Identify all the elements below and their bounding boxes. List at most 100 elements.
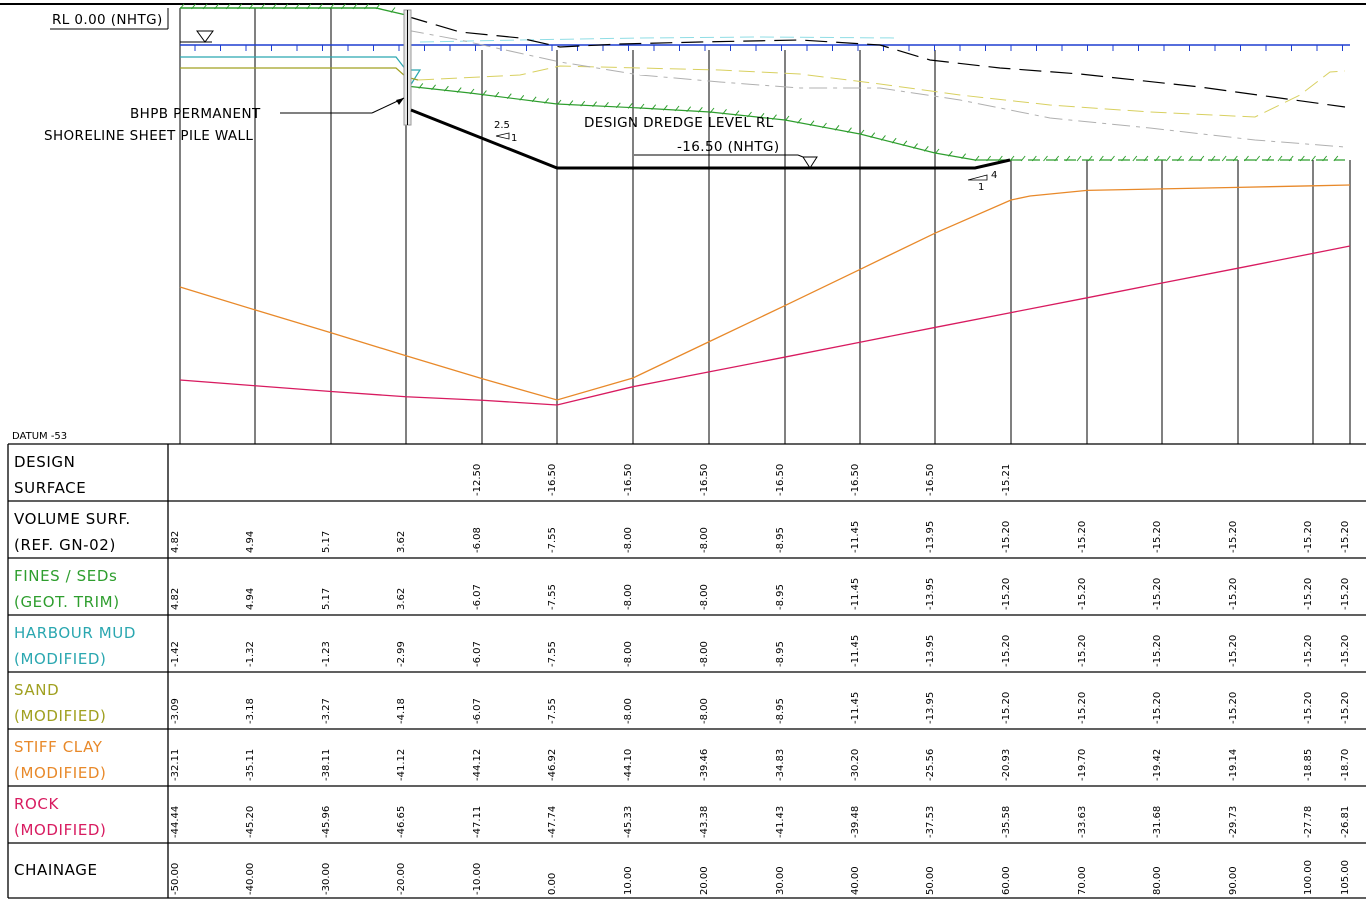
existing-seabed [179, 3, 1345, 162]
table-cell: -15.20 [1077, 692, 1088, 724]
table-cell: -15.20 [1152, 635, 1163, 667]
table-cell: -8.00 [699, 641, 710, 667]
station-lines [179, 8, 1351, 444]
svg-text:BHPB PERMANENT: BHPB PERMANENT [130, 106, 261, 122]
table-cell: 5.17 [321, 588, 332, 610]
table-cell: -25.56 [925, 749, 936, 781]
volume-surface-line [405, 29, 1346, 148]
table-cell: -15.20 [1152, 521, 1163, 553]
svg-text:1: 1 [978, 182, 984, 193]
table-cell: -31.68 [1152, 806, 1163, 838]
table-cell: -8.00 [699, 527, 710, 553]
table-row-design: DESIGN SURFACE -12.50 -16.50 -16.50 -16.50 -16… [14, 453, 1012, 497]
table-cell: -29.73 [1228, 806, 1239, 838]
table-cell: 3.62 [396, 588, 407, 610]
table-cell: -4.18 [396, 698, 407, 724]
table-cell: -10.00 [472, 863, 483, 895]
table-cell: -6.07 [472, 641, 483, 667]
table-cell: -6.08 [472, 527, 483, 553]
table-cell: -8.00 [699, 584, 710, 610]
table-cell: -8.95 [775, 698, 786, 724]
table-cell: -40.00 [245, 863, 256, 895]
table-row-chainage: CHAINAGE -50.00 -40.00 -30.00 -20.00 -10.00 0.… [14, 860, 1351, 895]
table-cell: 4.94 [245, 531, 256, 553]
table-cell: -15.20 [1340, 635, 1351, 667]
table-cell: -41.12 [396, 749, 407, 781]
table-cell: -15.20 [1001, 521, 1012, 553]
table-cell: 3.62 [396, 531, 407, 553]
table-row-volume: VOLUME SURF. (REF. GN-02) 4.82 4.94 5.17 3.62… [14, 510, 1351, 554]
table-cell: -27.78 [1303, 806, 1314, 838]
table-row-sand: SAND (MODIFIED) -3.09 -3.18 -3.27 -4.18 -6.07 -… [14, 681, 1351, 725]
table-cell: -46.92 [547, 749, 558, 781]
table-cell: -43.38 [699, 806, 710, 838]
table-cell: -15.20 [1228, 578, 1239, 610]
table-cell: -16.50 [775, 464, 786, 496]
table-cell: -45.20 [245, 806, 256, 838]
row-label: STIFF CLAY [14, 738, 103, 756]
table-cell: 4.82 [170, 531, 181, 553]
table-cell: 30.00 [775, 866, 786, 895]
table-cell: -26.81 [1340, 806, 1351, 838]
table-cell: -15.20 [1340, 578, 1351, 610]
svg-text:-16.50 (NHTG): -16.50 (NHTG) [677, 139, 780, 155]
table-cell: -30.20 [850, 749, 861, 781]
table-cell: 80.00 [1152, 866, 1163, 895]
table-cell: -8.00 [623, 641, 634, 667]
table-cell: -45.33 [623, 806, 634, 838]
profile-section: RL 0.00 (NHTG) [12, 3, 1351, 444]
table-cell: -16.50 [699, 464, 710, 496]
table-cell: -6.07 [472, 698, 483, 724]
table-cell: -19.42 [1152, 749, 1163, 781]
table-cell: -15.20 [1228, 521, 1239, 553]
table-cell: -1.42 [170, 641, 181, 667]
table-cell: 60.00 [1001, 866, 1012, 895]
table-row-fines: FINES / SEDs (GEOT. TRIM) 4.82 4.94 5.17 3.62… [14, 567, 1351, 611]
table-cell: -35.11 [245, 749, 256, 781]
table-cell: -16.50 [850, 464, 861, 496]
table-cell: 5.17 [321, 531, 332, 553]
table-cell: -15.20 [1303, 521, 1314, 553]
table-cell: 70.00 [1077, 866, 1088, 895]
table-cell: -20.00 [396, 863, 407, 895]
row-label-sub: (MODIFIED) [14, 650, 107, 668]
table-cell: -16.50 [623, 464, 634, 496]
design-dredge-profile: DESIGN DREDGE LEVEL RL -16.50 (NHTG) 2.5… [410, 108, 1011, 193]
row-label-sub: (MODIFIED) [14, 707, 107, 725]
table-cell: -15.20 [1303, 578, 1314, 610]
sheet-pile-wall [403, 9, 412, 126]
svg-text:4: 4 [991, 170, 997, 181]
table-cell: -2.99 [396, 641, 407, 667]
table-cell: -3.18 [245, 698, 256, 724]
row-label-sub: (REF. GN-02) [14, 536, 116, 554]
table-cell: -47.11 [472, 806, 483, 838]
table-cell: -15.20 [1077, 635, 1088, 667]
table-cell: -35.58 [1001, 806, 1012, 838]
table-cell: -15.20 [1340, 521, 1351, 553]
table-cell: -39.48 [850, 806, 861, 838]
table-cell: -11.45 [850, 521, 861, 553]
table-cell: -13.95 [925, 521, 936, 553]
table-cell: -44.12 [472, 749, 483, 781]
table-cell: -12.50 [472, 464, 483, 496]
table-cell: -15.21 [1001, 464, 1012, 496]
svg-text:DESIGN DREDGE LEVEL RL: DESIGN DREDGE LEVEL RL [584, 115, 774, 131]
row-label-sub: (MODIFIED) [14, 821, 107, 839]
table-cell: -19.70 [1077, 749, 1088, 781]
table-cell: 4.94 [245, 588, 256, 610]
table-cell: -15.20 [1077, 578, 1088, 610]
table-cell: -7.55 [547, 527, 558, 553]
water-level-line [180, 44, 1350, 51]
table-cell: -8.00 [623, 584, 634, 610]
table-cell: -15.20 [1001, 692, 1012, 724]
row-label: CHAINAGE [14, 861, 98, 879]
table-cell: -19.14 [1228, 749, 1239, 781]
wall-annotation: BHPB PERMANENT SHORELINE SHEET PILE WALL [44, 97, 405, 144]
table-cell: -15.20 [1001, 635, 1012, 667]
table-cell: -13.95 [925, 578, 936, 610]
table-cell: -15.20 [1077, 521, 1088, 553]
table-cell: -8.95 [775, 641, 786, 667]
row-label: ROCK [14, 795, 60, 813]
rock-line [179, 245, 1351, 406]
